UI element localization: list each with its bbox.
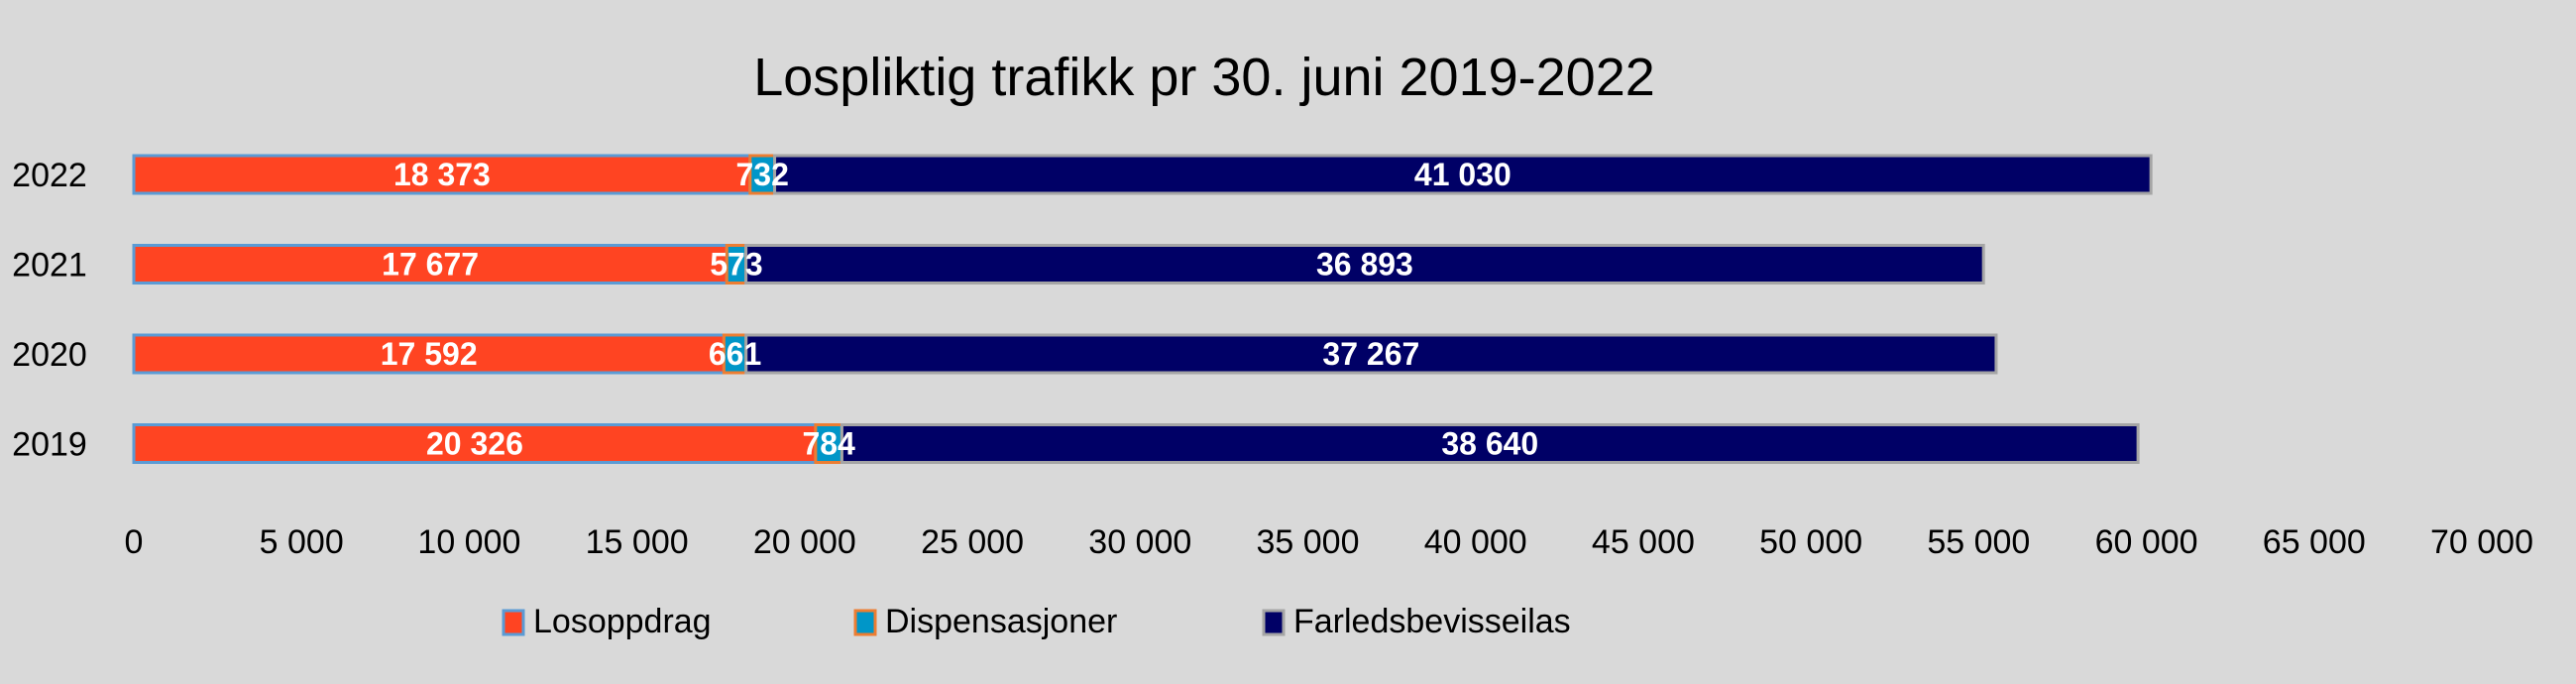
legend-item: Dispensasjoner — [853, 603, 1117, 640]
tick-label: 40 000 — [1424, 523, 1527, 561]
tick-label: 65 000 — [2263, 523, 2366, 561]
tick-label: 55 000 — [1927, 523, 2030, 561]
legend: Losoppdrag Dispensasjoner Farledsbevisseil… — [502, 603, 1571, 640]
category-label: 2022 — [12, 157, 87, 194]
legend-label: Farledsbevisseilas — [1293, 603, 1571, 640]
value-axis: 0 5 000 10 000 15 000 20 000 25 000 30 000 35 0… — [125, 523, 2533, 561]
legend-item: Losoppdrag — [502, 603, 712, 640]
plot-area: 18 373 732 41 030 17 677 573 36 893 17 592 661 3… — [132, 154, 2153, 464]
data-label: 732 — [735, 157, 788, 192]
data-label: 37 267 — [1322, 336, 1419, 372]
chart-title: Lospliktig trafikk pr 30. juni 2019-2022 — [753, 48, 1655, 107]
data-label: 38 640 — [1441, 426, 1538, 462]
tick-label: 70 000 — [2430, 523, 2533, 561]
legend-label: Dispensasjoner — [885, 603, 1117, 640]
data-label: 41 030 — [1414, 157, 1512, 192]
tick-label: 60 000 — [2095, 523, 2198, 561]
tick-label: 45 000 — [1592, 523, 1695, 561]
category-label: 2020 — [12, 336, 87, 374]
category-label: 2019 — [12, 426, 87, 464]
bar-segment-losoppdrag — [132, 423, 818, 464]
data-label: 661 — [709, 336, 761, 372]
legend-swatch — [1262, 609, 1286, 636]
bar-segment-farledsbevisseilas — [840, 423, 2140, 464]
bar-segment-dispensasjoner — [748, 154, 777, 195]
data-label: 20 326 — [426, 426, 523, 462]
tick-label: 50 000 — [1759, 523, 1862, 561]
legend-swatch — [853, 609, 877, 636]
tick-label: 5 000 — [260, 523, 344, 561]
bar-segment-farledsbevisseilas — [773, 154, 2153, 195]
bar-segment-losoppdrag — [132, 333, 726, 375]
tick-label: 30 000 — [1088, 523, 1191, 561]
legend-swatch — [502, 609, 525, 636]
legend-item: Farledsbevisseilas — [1262, 603, 1571, 640]
bar-segment-farledsbevisseilas — [744, 333, 1998, 375]
bar-segment-dispensasjoner — [814, 423, 843, 464]
bar-segment-farledsbevisseilas — [744, 244, 1985, 285]
data-label: 784 — [802, 426, 855, 462]
data-label: 18 373 — [393, 157, 491, 192]
tick-label: 10 000 — [417, 523, 520, 561]
tick-label: 15 000 — [586, 523, 689, 561]
tick-label: 35 000 — [1257, 523, 1360, 561]
data-label: 36 893 — [1316, 247, 1413, 283]
legend-label: Losoppdrag — [533, 603, 712, 640]
data-label: 573 — [710, 247, 762, 283]
data-label: 17 592 — [381, 336, 478, 372]
bar-segment-losoppdrag — [132, 154, 752, 195]
tick-label: 20 000 — [753, 523, 856, 561]
tick-label: 25 000 — [921, 523, 1024, 561]
category-label: 2021 — [12, 247, 87, 285]
tick-label: 0 — [125, 523, 144, 561]
category-axis: 2022 2021 2020 2019 — [12, 157, 87, 464]
data-label: 17 677 — [382, 247, 479, 283]
